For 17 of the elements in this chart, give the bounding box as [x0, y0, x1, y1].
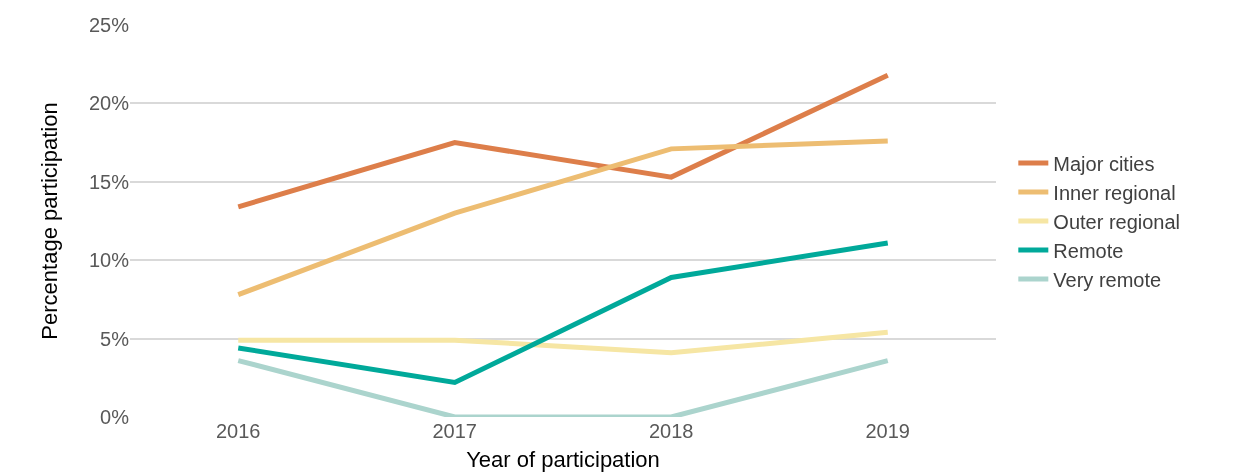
legend-label: Inner regional: [1053, 181, 1176, 204]
legend-label: Major cities: [1053, 152, 1155, 175]
y-tick-label: 10%: [88, 249, 130, 272]
y-axis-title: Percentage participation: [36, 102, 62, 340]
x-tick-label: 2016: [216, 420, 261, 442]
x-axis-title: Year of participation: [466, 446, 660, 472]
y-tick-label: 0%: [100, 406, 130, 428]
y-tick-label: 25%: [88, 14, 130, 36]
x-tick-label: 2019: [865, 420, 910, 442]
legend-label: Outer regional: [1053, 210, 1181, 233]
x-tick-label: 2018: [649, 420, 694, 442]
y-tick-label: 15%: [88, 170, 130, 193]
y-tick-label: 5%: [100, 327, 130, 350]
y-tick-label: 20%: [88, 92, 130, 115]
legend-label: Remote: [1053, 239, 1124, 262]
x-tick-label: 2017: [432, 420, 477, 442]
legend-label: Very remote: [1053, 268, 1162, 291]
